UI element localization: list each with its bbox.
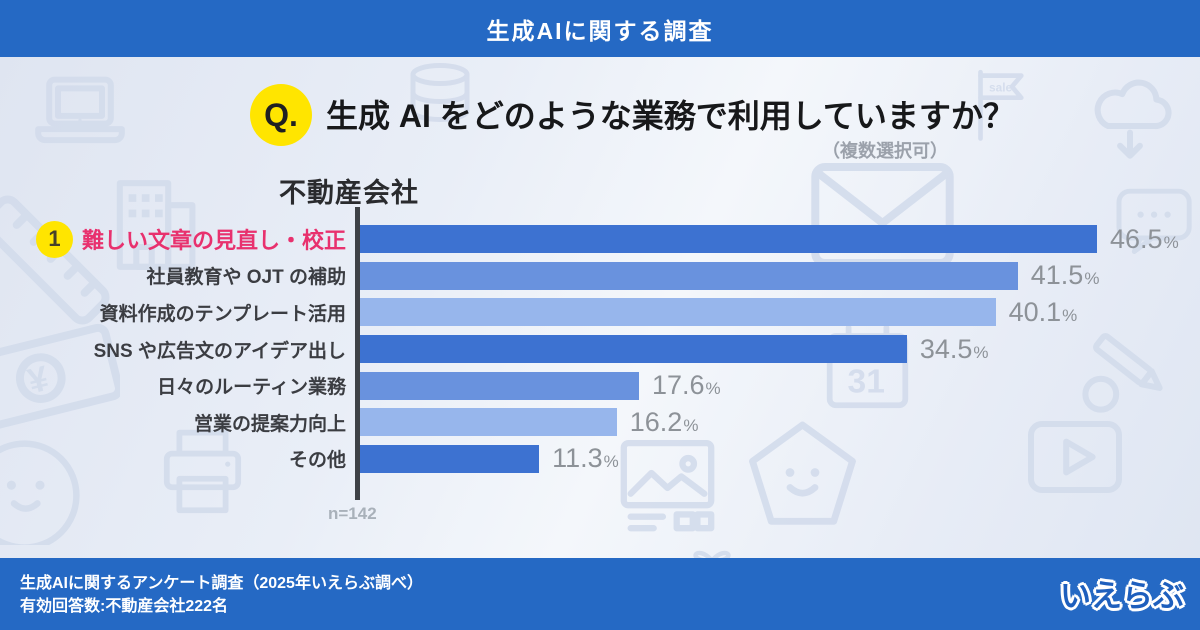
sample-size-label: n=142 xyxy=(328,504,377,523)
question-text: 生成 AI をどのような業務で利用していますか？ xyxy=(326,98,1015,134)
category-label: その他 xyxy=(0,445,352,472)
smiley-icon xyxy=(0,440,80,545)
category-label: 資料作成のテンプレート活用 xyxy=(0,299,352,326)
chart-row: 営業の提案力向上 16.2% xyxy=(0,404,1200,441)
bar xyxy=(360,371,639,400)
chart-rows: 1 難しい文章の見直し・校正 46.5% 社員教育や OJT の補助 41.5% 資料作成… xyxy=(0,220,1200,478)
bar xyxy=(360,261,1018,290)
question-note: （複数選択可） xyxy=(822,141,948,161)
pentagon-mascot-icon xyxy=(749,421,856,525)
speech-bubble-icon xyxy=(1116,188,1192,254)
bar xyxy=(360,408,617,437)
cloud-download-icon xyxy=(1094,79,1172,159)
value-unit: % xyxy=(1084,269,1100,289)
banknote-icon: ¥ xyxy=(0,323,120,433)
bar xyxy=(360,225,1098,254)
pencil-icon xyxy=(1082,333,1163,413)
photo-frame-icon xyxy=(620,439,715,532)
chart-row: SNS や広告文のアイデア出し 34.5% xyxy=(0,331,1200,368)
footer-respondents-line: 有効回答数:不動産会社222名 xyxy=(20,598,229,615)
question-badge: Q. xyxy=(250,84,312,146)
footer-bar: 生成AIに関するアンケート調査（2025年いえらぶ調べ） 有効回答数:不動産会社… xyxy=(0,558,1200,630)
value-number: 40.1 xyxy=(1008,296,1062,327)
value-number: 17.6 xyxy=(651,370,705,401)
bar xyxy=(360,298,996,327)
value-unit: % xyxy=(973,342,989,362)
gift-icon xyxy=(693,550,731,558)
value-label: 46.5% xyxy=(1110,224,1179,255)
value-label: 17.6% xyxy=(652,370,721,401)
value-unit: % xyxy=(603,452,619,472)
footer-source-line: 生成AIに関するアンケート調査（2025年いえらぶ調べ） xyxy=(20,575,423,592)
value-number: 46.5 xyxy=(1110,223,1163,254)
laptop-icon xyxy=(35,76,125,144)
category-label-text: SNS や広告文のアイデア出し xyxy=(93,340,346,362)
printer-icon xyxy=(163,429,242,514)
value-label: 16.2% xyxy=(630,407,699,438)
chart-row: 日々のルーティン業務 17.6% xyxy=(0,367,1200,404)
category-label: 社員教育や OJT の補助 xyxy=(0,262,352,289)
value-unit: % xyxy=(705,379,721,399)
value-label: 41.5% xyxy=(1031,260,1100,291)
category-label-text: その他 xyxy=(288,450,346,472)
value-number: 41.5 xyxy=(1030,260,1084,291)
chart-row: 1 難しい文章の見直し・校正 46.5% xyxy=(0,220,1200,258)
brand-logo: いえらぶ xyxy=(1060,578,1184,614)
chart-row: 資料作成のテンプレート活用 40.1% xyxy=(0,294,1200,331)
category-label-text: 資料作成のテンプレート活用 xyxy=(99,303,346,325)
category-label-text: 難しい文章の見直し・校正 xyxy=(81,228,346,254)
category-label-text: 日々のルーティン業務 xyxy=(157,377,346,399)
chart-row: 社員教育や OJT の補助 41.5% xyxy=(0,258,1200,295)
building-icon xyxy=(116,180,196,270)
category-label: SNS や広告文のアイデア出し xyxy=(0,336,352,363)
category-label: 日々のルーティン業務 xyxy=(0,372,352,399)
chart-panel: sale ¥ 31 xyxy=(0,57,1200,558)
value-unit: % xyxy=(1163,232,1179,252)
rank-badge: 1 xyxy=(35,220,73,258)
category-label: 営業の提案力向上 xyxy=(0,409,352,436)
category-label-text: 営業の提案力向上 xyxy=(193,413,346,435)
value-label: 40.1% xyxy=(1009,297,1078,328)
value-label: 34.5% xyxy=(920,334,989,365)
header-bar: 生成AIに関する調査 xyxy=(0,0,1200,57)
value-unit: % xyxy=(683,415,699,435)
value-unit: % xyxy=(1062,305,1078,325)
sale-flag-icon: sale xyxy=(978,69,1024,141)
value-number: 34.5 xyxy=(919,333,973,364)
category-label: 1 難しい文章の見直し・校正 xyxy=(0,220,352,258)
value-number: 11.3 xyxy=(552,443,603,474)
value-label: 11.3% xyxy=(552,443,619,474)
svg-text:sale: sale xyxy=(989,81,1013,95)
chart-row: その他 11.3% xyxy=(0,441,1200,478)
chart-title: 不動産会社 xyxy=(279,178,419,208)
database-icon xyxy=(410,63,470,122)
chart-axis xyxy=(355,207,360,500)
play-video-icon xyxy=(1027,420,1123,494)
value-number: 16.2 xyxy=(629,406,683,437)
category-label-text: 社員教育や OJT の補助 xyxy=(146,267,346,289)
bar xyxy=(360,335,907,364)
header-title: 生成AIに関する調査 xyxy=(486,17,714,44)
bar xyxy=(360,444,540,473)
svg-text:31: 31 xyxy=(848,364,885,401)
